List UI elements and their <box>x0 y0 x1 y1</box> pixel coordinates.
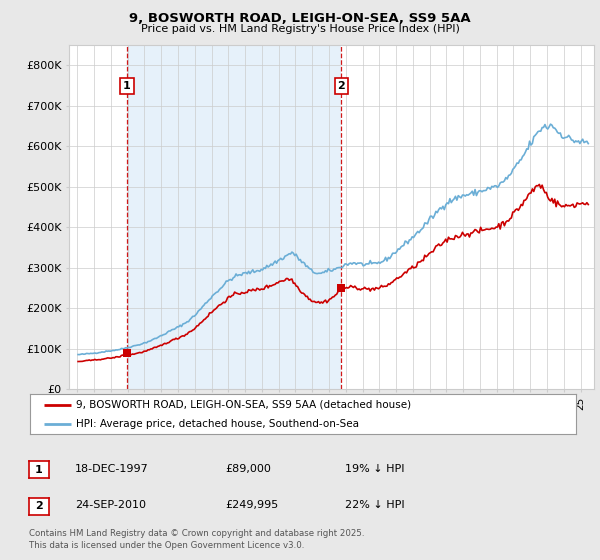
Text: 1: 1 <box>35 465 43 475</box>
Text: £249,995: £249,995 <box>225 500 278 510</box>
Text: 9, BOSWORTH ROAD, LEIGH-ON-SEA, SS9 5AA (detached house): 9, BOSWORTH ROAD, LEIGH-ON-SEA, SS9 5AA … <box>76 400 412 410</box>
Bar <box>127 45 341 389</box>
Text: Price paid vs. HM Land Registry's House Price Index (HPI): Price paid vs. HM Land Registry's House … <box>140 24 460 34</box>
Text: 18-DEC-1997: 18-DEC-1997 <box>75 464 149 474</box>
Text: 2: 2 <box>35 501 43 511</box>
Text: £89,000: £89,000 <box>225 464 271 474</box>
Text: 19% ↓ HPI: 19% ↓ HPI <box>345 464 404 474</box>
Text: 1: 1 <box>123 81 131 91</box>
Text: 9, BOSWORTH ROAD, LEIGH-ON-SEA, SS9 5AA: 9, BOSWORTH ROAD, LEIGH-ON-SEA, SS9 5AA <box>129 12 471 25</box>
Text: Contains HM Land Registry data © Crown copyright and database right 2025.
This d: Contains HM Land Registry data © Crown c… <box>29 529 364 550</box>
Text: 2: 2 <box>337 81 345 91</box>
Text: 24-SEP-2010: 24-SEP-2010 <box>75 500 146 510</box>
Text: HPI: Average price, detached house, Southend-on-Sea: HPI: Average price, detached house, Sout… <box>76 419 359 429</box>
Text: 22% ↓ HPI: 22% ↓ HPI <box>345 500 404 510</box>
